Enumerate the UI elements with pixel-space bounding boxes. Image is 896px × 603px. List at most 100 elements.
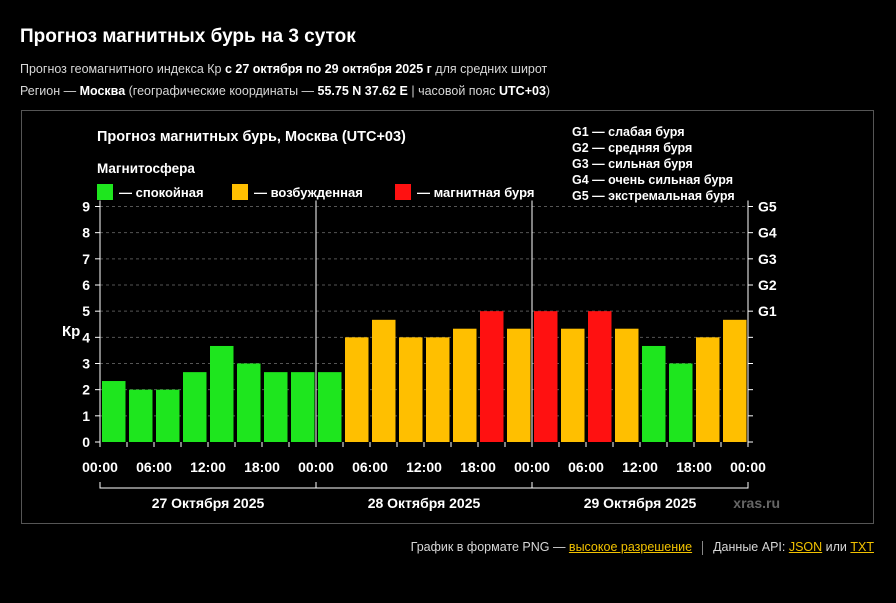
coords-value: 55.75 N 37.62 E xyxy=(317,84,408,98)
kp-bar xyxy=(561,328,585,442)
region-label: Регион — xyxy=(20,84,80,98)
y-tick-label: 9 xyxy=(82,199,90,215)
kp-bar xyxy=(669,363,693,442)
kp-forecast-chart: Прогноз магнитных бурь, Москва (UTC+03) … xyxy=(62,125,780,512)
footer: График в формате PNG — высокое разрешени… xyxy=(411,540,874,555)
watermark: xras.ru xyxy=(733,495,780,511)
page-title: Прогноз магнитных бурь на 3 суток xyxy=(20,26,356,47)
g-scale-label: G5 xyxy=(758,199,777,215)
chart-title: Прогноз магнитных бурь, Москва (UTC+03) xyxy=(97,129,406,145)
g-scale-label: G3 xyxy=(758,251,777,267)
y-tick-label: 4 xyxy=(82,329,90,345)
y-tick-label: 0 xyxy=(82,434,90,450)
day-label: 29 Октября 2025 xyxy=(584,495,697,511)
g-scale-label: G1 xyxy=(758,303,777,319)
y-tick-label: 5 xyxy=(82,303,90,319)
png-text: График в формате PNG — xyxy=(410,540,569,554)
date-range: с 27 октября по 29 октября 2025 г xyxy=(224,62,432,76)
legend-swatch-storm xyxy=(395,184,411,200)
storm-scale-item: G4 — очень сильная буря xyxy=(572,173,733,187)
y-tick-label: 8 xyxy=(82,225,90,241)
kp-bar xyxy=(210,345,234,442)
legend-label-calm: — спокойная xyxy=(119,185,204,200)
legend-label-storm: — магнитная буря xyxy=(417,185,534,200)
api-text: Данные API: xyxy=(713,540,789,554)
x-tick-label: 00:00 xyxy=(298,459,334,475)
timezone-value: UTC+03 xyxy=(499,84,546,98)
kp-bar xyxy=(345,337,369,442)
kp-bar xyxy=(264,372,288,442)
kp-bar xyxy=(372,319,396,442)
x-tick-label: 18:00 xyxy=(460,459,496,475)
footer-divider xyxy=(702,540,704,555)
day-label: 27 Октября 2025 xyxy=(152,495,265,511)
kp-bar xyxy=(588,311,612,442)
kp-bar xyxy=(615,328,639,442)
chart-frame: Прогноз магнитных бурь, Москва (UTC+03) … xyxy=(21,110,874,524)
grid xyxy=(100,206,748,417)
storm-scale-item: G3 — сильная буря xyxy=(572,157,693,171)
kp-bar xyxy=(642,345,666,442)
y-tick-label: 6 xyxy=(82,277,90,293)
kp-bar xyxy=(507,328,531,442)
kp-bar xyxy=(399,337,423,442)
kp-bar xyxy=(291,372,315,442)
day-bracket xyxy=(531,482,749,489)
x-tick-label: 12:00 xyxy=(190,459,226,475)
x-tick-label: 00:00 xyxy=(514,459,550,475)
y-tick-label: 3 xyxy=(82,356,90,372)
kp-bar xyxy=(426,337,450,442)
y-axis-label: Кр xyxy=(62,323,80,340)
legend-swatch-excited xyxy=(232,184,248,200)
high-res-link[interactable]: высокое разрешение xyxy=(568,540,693,554)
day-bracket xyxy=(315,482,533,489)
or-text: или xyxy=(822,540,851,554)
json-link[interactable]: JSON xyxy=(788,540,823,554)
x-tick-label: 06:00 xyxy=(136,459,172,475)
x-tick-label: 18:00 xyxy=(244,459,280,475)
kp-bar xyxy=(534,311,558,442)
g-scale-label: G2 xyxy=(758,277,777,293)
y-tick-label: 7 xyxy=(82,251,90,267)
coords-label: (географические координаты — xyxy=(125,84,318,98)
y-tick-label: 2 xyxy=(82,382,90,398)
storm-scale-legend: G1 — слабая буря G2 — средняя буря G3 — си… xyxy=(572,125,735,203)
forecast-subtitle: Прогноз геомагнитного индекса Кр с 27 ок… xyxy=(20,62,547,76)
x-tick-label: 12:00 xyxy=(622,459,658,475)
subtitle-latitude-text: для средних широт xyxy=(431,62,548,76)
region-info-close: ) xyxy=(545,84,551,98)
kp-bar xyxy=(480,311,504,442)
kp-bar xyxy=(156,389,180,442)
legend: — спокойная — возбужденная — магнитная бур… xyxy=(97,184,534,200)
x-tick-label: 00:00 xyxy=(82,459,118,475)
kp-bar xyxy=(723,319,747,442)
kp-bar xyxy=(318,372,342,442)
axes: 0 1 2 3 4 5 6 7 8 9 G1 G2 G3 G4 G5 00:00 06:00 12:00 18:00… xyxy=(82,199,777,512)
storm-scale-item: G1 — слабая буря xyxy=(572,125,685,139)
timezone-label: | часовой пояс xyxy=(407,84,499,98)
kp-bar xyxy=(453,328,477,442)
x-tick-label: 18:00 xyxy=(676,459,712,475)
y-tick-label: 1 xyxy=(82,408,90,424)
kp-bar xyxy=(183,372,207,442)
legend-swatch-calm xyxy=(97,184,113,200)
region-info: Регион — Москва (географические координа… xyxy=(20,84,550,98)
bars xyxy=(102,311,747,442)
legend-title: Магнитосфера xyxy=(97,161,195,176)
txt-link[interactable]: TXT xyxy=(850,540,874,554)
subtitle-text: Прогноз геомагнитного индекса Кр xyxy=(20,62,225,76)
x-tick-label: 06:00 xyxy=(568,459,604,475)
storm-scale-item: G5 — экстремальная буря xyxy=(572,189,735,203)
legend-label-excited: — возбужденная xyxy=(254,185,363,200)
x-tick-label: 00:00 xyxy=(730,459,766,475)
storm-scale-item: G2 — средняя буря xyxy=(572,141,692,155)
day-bracket xyxy=(99,482,317,489)
g-scale-label: G4 xyxy=(758,225,777,241)
x-tick-label: 12:00 xyxy=(406,459,442,475)
kp-bar xyxy=(696,337,720,442)
x-tick-label: 06:00 xyxy=(352,459,388,475)
region-city: Москва xyxy=(79,84,126,98)
day-label: 28 Октября 2025 xyxy=(368,495,481,511)
kp-bar xyxy=(129,389,153,442)
kp-bar xyxy=(102,381,126,442)
